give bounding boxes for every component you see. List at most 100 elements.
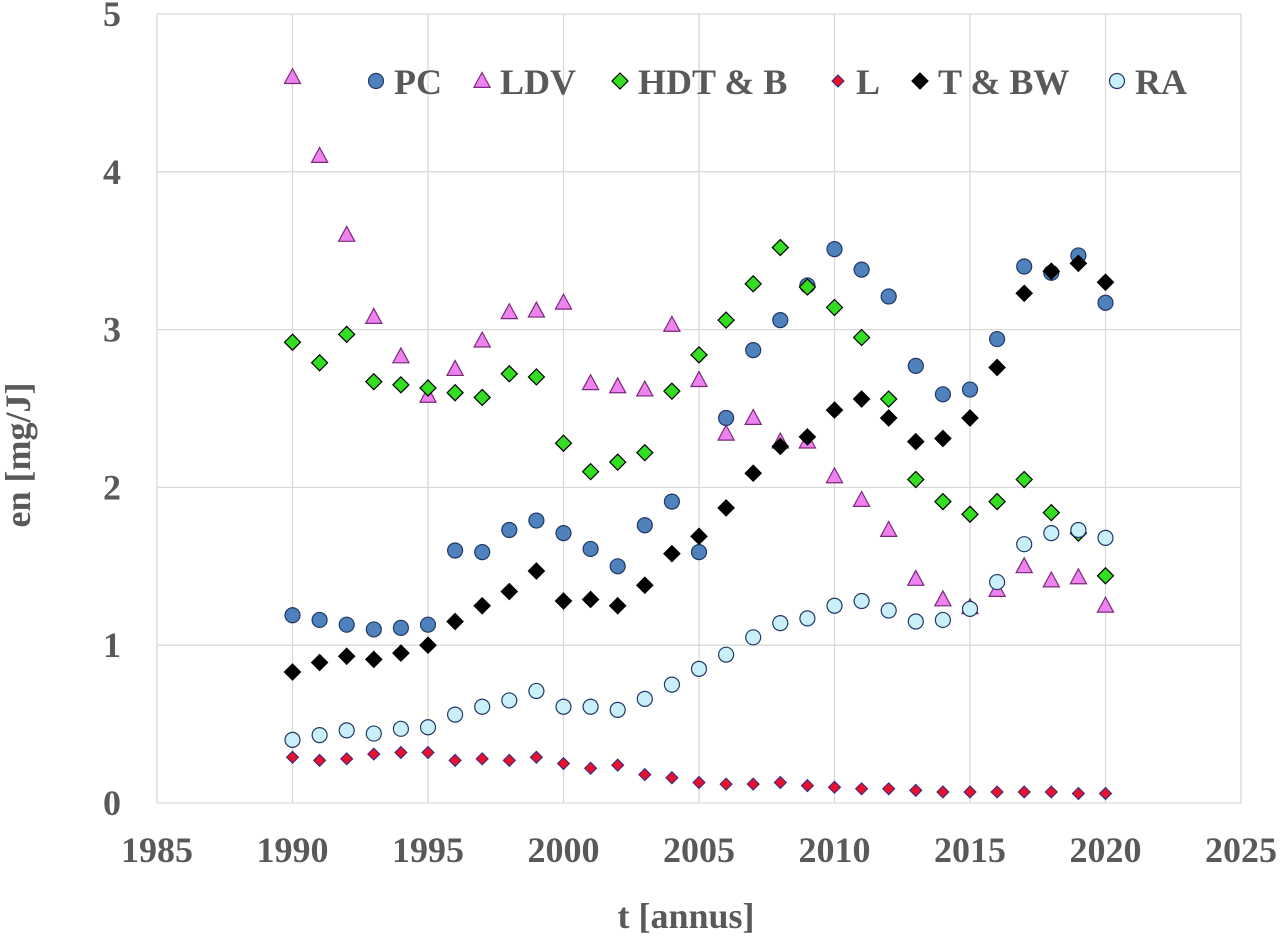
- gridlines: [156, 13, 1242, 804]
- legend-marker-ra: [1108, 72, 1126, 90]
- x-tick-label: 2010: [799, 830, 871, 870]
- point-t-bw: [364, 650, 383, 669]
- point-ra: [311, 727, 328, 744]
- point-t-bw: [283, 663, 302, 681]
- point-ra: [799, 610, 816, 627]
- point-t-bw: [690, 527, 708, 546]
- point-ra: [555, 698, 572, 715]
- point-l: [367, 747, 381, 761]
- point-ra: [338, 722, 355, 739]
- point-t-bw: [419, 636, 437, 655]
- point-pc: [961, 381, 979, 398]
- x-axis-label: t [annus]: [617, 896, 754, 936]
- y-tick-label: 2: [103, 467, 121, 507]
- point-pc: [853, 261, 870, 278]
- point-pc: [474, 543, 491, 561]
- point-hdt-b: [879, 390, 898, 408]
- x-tick-label: 2000: [528, 830, 600, 870]
- point-hdt-b: [690, 345, 708, 364]
- point-t-bw: [717, 499, 735, 517]
- point-ldv: [933, 589, 952, 607]
- legend-label-pc: PC: [394, 62, 442, 102]
- point-l: [285, 750, 300, 764]
- legend-label-l: L: [856, 62, 880, 102]
- point-hdt-b: [337, 325, 356, 344]
- point-l: [1017, 785, 1031, 799]
- point-ldv: [473, 330, 492, 348]
- point-hdt-b: [1015, 470, 1034, 489]
- point-t-bw: [473, 596, 492, 615]
- point-t-bw: [446, 612, 464, 631]
- point-hdt-b: [310, 353, 329, 372]
- point-l: [610, 758, 625, 772]
- point-ra: [474, 698, 491, 715]
- point-ldv: [906, 569, 925, 586]
- point-ldv: [527, 300, 546, 318]
- point-ra: [1043, 525, 1060, 542]
- point-t-bw: [961, 409, 979, 427]
- y-tick-labels: 0 1 2 3 4 5: [103, 0, 121, 823]
- point-l: [1098, 786, 1113, 801]
- point-t-bw: [1015, 284, 1034, 303]
- point-ldv: [662, 315, 681, 332]
- point-ldv: [581, 373, 600, 391]
- point-ldv: [446, 359, 465, 377]
- x-tick-label: 2015: [934, 830, 1006, 870]
- point-hdt-b: [608, 453, 627, 472]
- point-l: [1044, 785, 1059, 799]
- point-ra: [745, 629, 762, 646]
- point-l: [312, 753, 327, 768]
- point-ldv: [1096, 595, 1115, 613]
- point-pc: [907, 357, 924, 374]
- y-tick-label: 1: [103, 625, 121, 665]
- point-t-bw: [581, 590, 600, 609]
- point-t-bw: [310, 653, 329, 672]
- point-ra: [772, 615, 789, 632]
- point-l: [638, 767, 652, 782]
- point-hdt-b: [446, 383, 464, 402]
- x-tick-label: 2025: [1205, 830, 1277, 870]
- point-t-bw: [825, 401, 844, 419]
- point-hdt-b: [554, 434, 573, 453]
- point-hdt-b: [988, 492, 1006, 511]
- point-l: [502, 753, 517, 768]
- point-hdt-b: [961, 505, 979, 524]
- point-t-bw: [1096, 273, 1115, 292]
- point-pc: [284, 607, 301, 624]
- point-t-bw: [554, 592, 573, 610]
- point-ra: [907, 613, 924, 630]
- point-ldv: [1015, 556, 1034, 574]
- point-l: [1071, 786, 1086, 801]
- point-pc: [392, 619, 409, 636]
- point-l: [881, 782, 896, 796]
- point-pc: [934, 386, 952, 403]
- point-hdt-b: [527, 368, 546, 386]
- x-tick-label: 1995: [392, 830, 464, 870]
- point-t-bw: [1042, 262, 1061, 281]
- point-l: [692, 775, 706, 790]
- point-pc: [365, 621, 382, 638]
- point-hdt-b: [717, 311, 735, 329]
- point-pc: [528, 512, 545, 529]
- series-hdt-b: [283, 238, 1115, 585]
- point-t-bw: [852, 390, 871, 408]
- point-l: [583, 761, 598, 775]
- x-tick-labels: 1985 1990 1995 2000 2005 2010 2015 2020 2025: [121, 830, 1277, 870]
- point-ldv: [825, 466, 844, 484]
- x-tick-label: 2005: [663, 830, 735, 870]
- legend-marker-t-bw: [911, 72, 929, 90]
- point-l: [719, 777, 733, 791]
- point-ra: [365, 725, 382, 742]
- point-ra: [582, 698, 599, 715]
- x-tick-label: 2020: [1070, 830, 1142, 870]
- point-t-bw: [771, 437, 790, 456]
- point-ra: [501, 692, 518, 709]
- point-t-bw: [527, 562, 546, 580]
- point-pc: [609, 558, 626, 575]
- series-l: [285, 745, 1113, 801]
- point-pc: [663, 493, 681, 510]
- legend-marker-pc: [367, 72, 385, 90]
- point-ra: [853, 592, 870, 610]
- y-tick-label: 5: [103, 0, 121, 34]
